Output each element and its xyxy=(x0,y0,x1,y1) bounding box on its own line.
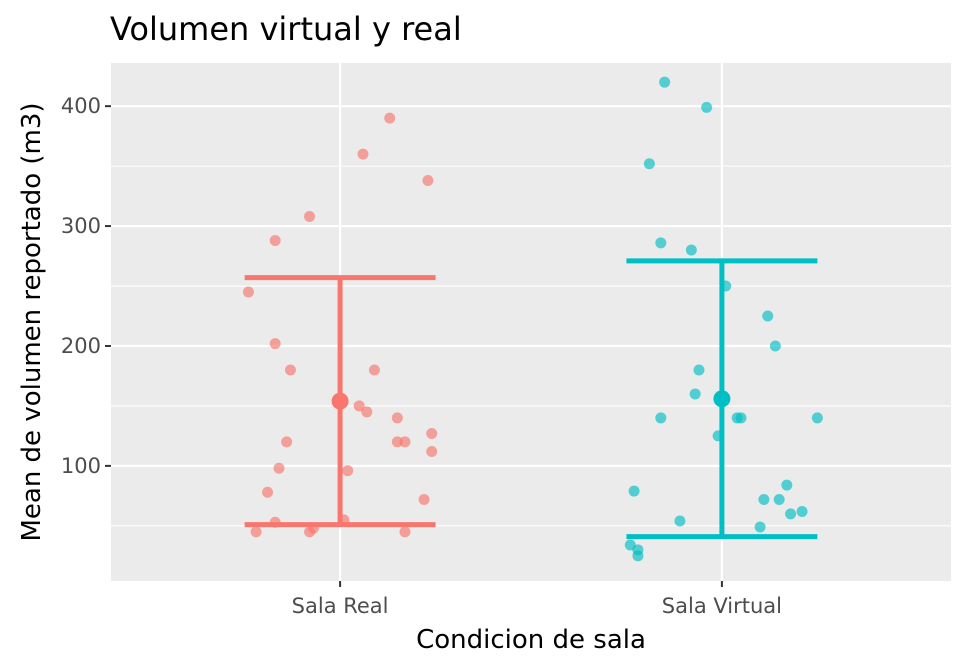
data-point xyxy=(399,526,411,538)
data-point xyxy=(655,237,667,249)
y-axis-ticks: 100 200 300 400 xyxy=(61,94,111,478)
data-point xyxy=(426,446,438,457)
data-point xyxy=(628,485,640,497)
data-point xyxy=(284,364,296,376)
data-point xyxy=(304,526,316,538)
error-bars xyxy=(244,258,818,540)
data-point xyxy=(262,486,274,498)
data-point xyxy=(769,340,781,352)
minor-gridlines xyxy=(111,165,951,527)
data-point xyxy=(391,412,403,424)
data-point xyxy=(399,436,411,448)
data-point xyxy=(391,436,403,448)
data-point xyxy=(342,465,354,477)
data-point xyxy=(762,310,774,322)
data-point xyxy=(701,101,713,113)
mean-point xyxy=(331,392,349,410)
data-point xyxy=(368,364,380,376)
plot-panel xyxy=(111,63,951,581)
x-tick-label: Sala Virtual xyxy=(662,594,782,618)
data-point xyxy=(361,406,373,418)
data-point xyxy=(655,412,667,424)
y-tick-label: 200 xyxy=(61,334,101,358)
data-point xyxy=(632,550,644,562)
data-point xyxy=(796,505,808,517)
data-point xyxy=(781,479,793,491)
data-point xyxy=(304,210,316,222)
y-tick-label: 400 xyxy=(61,94,101,118)
data-point xyxy=(426,428,438,440)
data-point xyxy=(384,112,396,124)
mean-point xyxy=(713,390,731,408)
data-point xyxy=(357,148,369,160)
data-point xyxy=(418,493,430,505)
data-point xyxy=(659,76,671,88)
data-point xyxy=(811,412,823,424)
data-point xyxy=(773,493,785,505)
data-point xyxy=(269,338,281,350)
x-axis-ticks: Sala Real Sala Virtual xyxy=(292,581,782,618)
data-point xyxy=(353,400,365,412)
data-point xyxy=(273,462,285,474)
data-point xyxy=(281,436,293,448)
data-point xyxy=(269,234,281,246)
data-point xyxy=(689,388,701,400)
data-point xyxy=(735,412,747,424)
data-point xyxy=(754,521,766,533)
data-point xyxy=(250,526,262,538)
jitter-points xyxy=(242,76,823,562)
y-axis-title: Mean de volumen reportado (m3) xyxy=(17,102,47,541)
y-tick-label: 300 xyxy=(61,214,101,238)
data-point xyxy=(422,175,434,187)
x-axis-title: Condicion de sala xyxy=(416,625,646,655)
x-tick-label: Sala Real xyxy=(292,594,389,618)
data-point xyxy=(685,244,697,256)
data-point xyxy=(785,508,797,520)
data-point xyxy=(242,286,254,298)
chart-title: Volumen virtual y real xyxy=(110,10,462,48)
data-point xyxy=(643,158,655,170)
data-point xyxy=(693,364,705,376)
y-tick-label: 100 xyxy=(61,454,101,478)
data-point xyxy=(674,515,686,527)
data-point xyxy=(758,493,770,505)
